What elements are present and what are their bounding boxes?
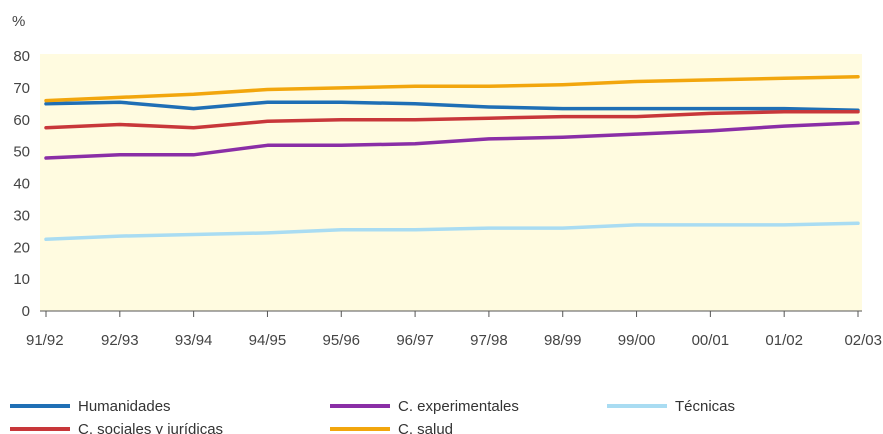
series-line [44, 100, 860, 112]
series-line [44, 121, 860, 160]
legend-label: C. sociales y jurídicas [78, 421, 223, 434]
legend-label: C. salud [398, 421, 453, 434]
x-tick-label: 99/00 [618, 332, 656, 349]
y-axis-label: % [12, 13, 25, 30]
x-tick-label: 95/96 [322, 332, 360, 349]
x-tick-label: 02/03 [844, 332, 882, 349]
legend-item: C. experimentales [330, 398, 519, 415]
y-tick-label: 80 [13, 48, 30, 65]
series-line [44, 221, 860, 242]
legend: Humanidades C. experimentales Técnicas C. s… [10, 398, 735, 434]
series-line [44, 74, 860, 103]
legend-item: C. salud [330, 421, 453, 434]
y-tick-label: 40 [13, 176, 30, 193]
legend-label: C. experimentales [398, 398, 519, 415]
x-tick-label: 93/94 [175, 332, 213, 349]
legend-item: C. sociales y jurídicas [10, 421, 223, 434]
y-tick-label: 60 [13, 112, 30, 129]
x-tick-label: 98/99 [544, 332, 582, 349]
x-axis: 91/92 92/93 93/94 94/95 95/96 96/97 97/98 98/99… [26, 311, 882, 349]
y-tick-label: 70 [13, 80, 30, 97]
y-tick-label: 50 [13, 144, 30, 161]
series-line [44, 110, 860, 130]
x-tick-label: 00/01 [692, 332, 730, 349]
x-tick-label: 96/97 [396, 332, 434, 349]
legend-item: Técnicas [607, 398, 735, 415]
legend-item: Humanidades [10, 398, 171, 415]
y-tick-label: 0 [22, 303, 30, 320]
legend-label: Técnicas [675, 398, 735, 415]
y-axis: 0 10 20 30 40 50 60 70 80 [13, 48, 30, 320]
legend-label: Humanidades [78, 398, 171, 415]
series-lines [44, 74, 860, 242]
plot-area [40, 54, 862, 311]
x-tick-label: 01/02 [765, 332, 803, 349]
x-tick-label: 97/98 [470, 332, 508, 349]
x-tick-label: 91/92 [26, 332, 64, 349]
x-tick-label: 94/95 [249, 332, 287, 349]
y-tick-label: 30 [13, 207, 30, 224]
y-tick-label: 10 [13, 271, 30, 288]
x-tick-label: 92/93 [101, 332, 139, 349]
y-tick-label: 20 [13, 239, 30, 256]
